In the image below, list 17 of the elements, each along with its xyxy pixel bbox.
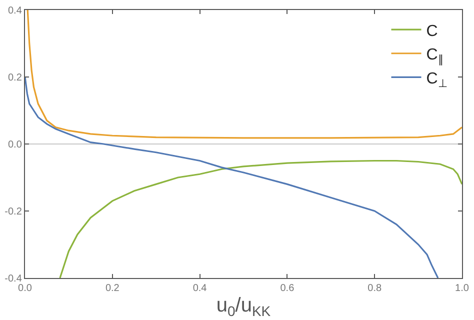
- y-tick-label: 0.2: [8, 72, 22, 84]
- legend-label: C: [426, 22, 438, 40]
- legend-label: C$_{∥}$: [426, 46, 444, 66]
- x-tick-label: 0.8: [368, 283, 382, 294]
- y-tick-label: -0.4: [4, 274, 22, 284]
- x-tick-label: 1.0: [455, 283, 470, 294]
- y-tick-label: 0.0: [8, 140, 22, 150]
- line-series: [59, 160, 462, 278]
- y-tick-label: -0.2: [4, 206, 22, 218]
- x-tick-label: 0.4: [192, 283, 208, 294]
- x-tick-label: 0.0: [18, 283, 32, 294]
- x-tick-label: 0.6: [280, 283, 295, 294]
- y-tick-label: 0.4: [8, 6, 22, 16]
- x-tick-label: 0.2: [105, 283, 120, 294]
- legend-label: C$_{⊥}$: [426, 70, 448, 90]
- line-series: [26, 10, 462, 139]
- x-axis-title: u$_{0}$/u$_{KK}$: [216, 294, 272, 319]
